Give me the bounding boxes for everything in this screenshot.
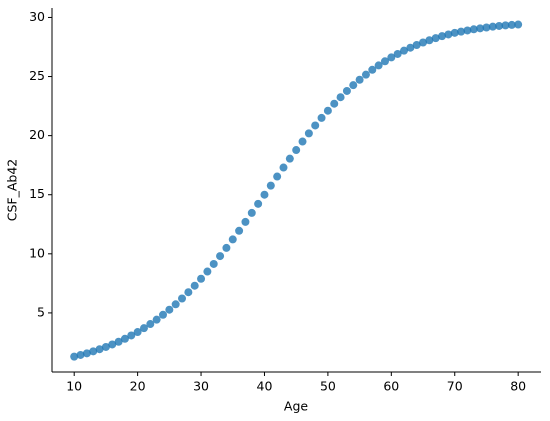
point (507, 20, 516, 29)
x-axis-label: Age (284, 399, 308, 414)
point (501, 21, 510, 30)
point (108, 340, 117, 349)
point (70, 352, 79, 361)
point (89, 347, 98, 356)
point (495, 21, 504, 30)
y-tick-label: 5 (37, 304, 45, 319)
point (76, 350, 85, 359)
point (298, 137, 307, 146)
point (266, 181, 275, 190)
point (311, 121, 320, 130)
point (444, 30, 453, 39)
y-axis-label: CSF_Ab42 (5, 159, 20, 222)
point (304, 129, 313, 138)
y-tick-label: 30 (29, 9, 45, 24)
point (285, 154, 294, 163)
point (400, 46, 409, 55)
x-tick-label: 40 (257, 379, 273, 394)
point (235, 226, 244, 235)
point (355, 75, 364, 84)
point (476, 24, 485, 33)
point (387, 53, 396, 62)
point (171, 300, 180, 309)
point (114, 337, 123, 346)
x-tick-label: 10 (66, 379, 82, 394)
point (254, 199, 263, 208)
y-tick-label: 15 (29, 186, 45, 201)
point (152, 315, 161, 324)
point (216, 252, 225, 261)
point (330, 99, 339, 108)
point (146, 320, 155, 329)
point (279, 163, 288, 172)
point (469, 25, 478, 34)
point (95, 345, 104, 354)
point (438, 32, 447, 41)
point (463, 26, 472, 35)
point (342, 86, 351, 95)
point (431, 34, 440, 43)
point (368, 65, 377, 74)
point (488, 22, 497, 31)
point (457, 27, 466, 36)
point (101, 342, 110, 351)
point (178, 294, 187, 303)
point (260, 190, 269, 199)
point (133, 328, 142, 337)
point (228, 235, 237, 244)
point (406, 43, 415, 52)
point (190, 281, 199, 290)
x-tick-label: 50 (320, 379, 336, 394)
point (482, 23, 491, 32)
point (165, 305, 174, 314)
point (374, 61, 383, 70)
point (425, 36, 434, 45)
point (323, 106, 332, 115)
point (514, 20, 523, 29)
point (241, 217, 250, 226)
point (419, 38, 428, 47)
point (317, 113, 326, 122)
point (273, 172, 282, 181)
point (412, 40, 421, 49)
x-tick-label: 80 (510, 379, 526, 394)
point (158, 310, 167, 319)
point (247, 208, 256, 217)
point (450, 28, 459, 37)
point (203, 267, 212, 276)
y-tick-label: 10 (29, 245, 45, 260)
y-tick-label: 20 (29, 127, 45, 142)
point (197, 274, 206, 283)
point (222, 243, 231, 252)
point (127, 331, 136, 340)
point (139, 324, 148, 333)
point (120, 334, 129, 343)
point (184, 288, 193, 297)
point (349, 81, 358, 90)
point (336, 93, 345, 102)
point (361, 70, 370, 79)
x-tick-label: 20 (130, 379, 146, 394)
x-tick-label: 70 (447, 379, 463, 394)
x-tick-label: 60 (383, 379, 399, 394)
y-tick-label: 25 (29, 68, 45, 83)
point (292, 146, 301, 155)
point (209, 259, 218, 268)
x-tick-label: 30 (193, 379, 209, 394)
point (82, 349, 91, 358)
point (380, 57, 389, 66)
point (393, 49, 402, 58)
